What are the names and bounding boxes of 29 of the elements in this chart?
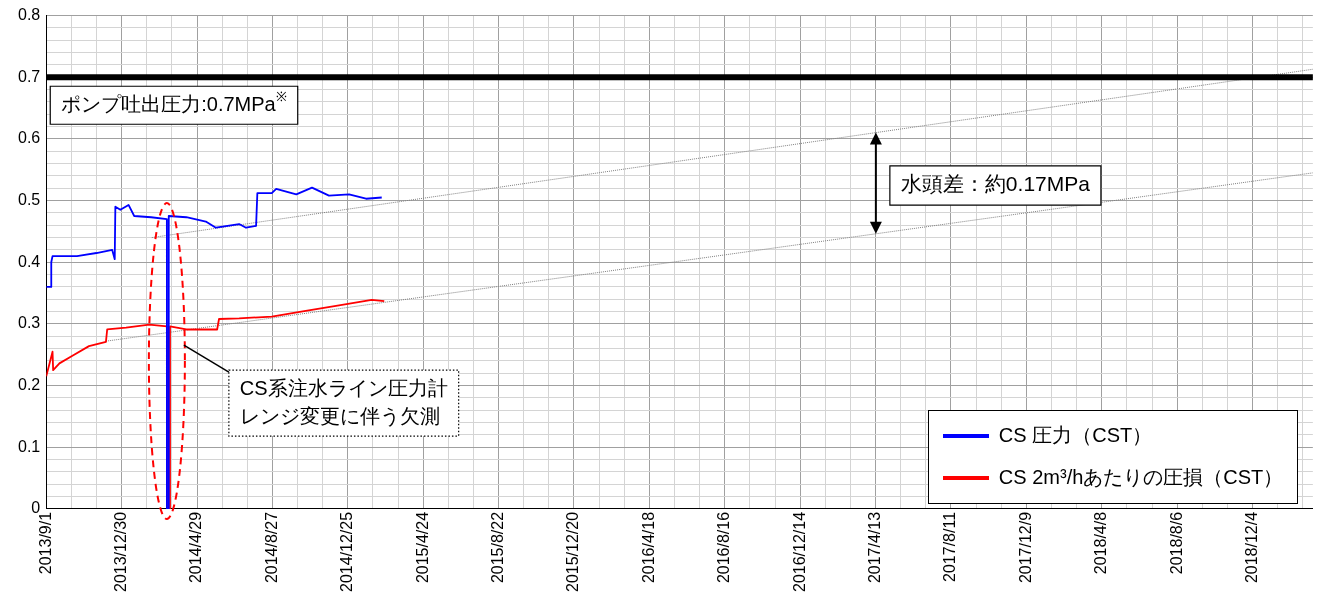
legend-label: CS 2m³/hあたりの圧損（CST）	[998, 465, 1284, 491]
y-tick-label: 0.8	[17, 6, 41, 24]
y-tick-label: 0.5	[17, 191, 41, 208]
x-tick-label: 2017/8/11	[941, 511, 959, 582]
x-tick-label: 2017/12/9	[1016, 511, 1034, 584]
x-tick-label: 2013/12/30	[112, 511, 130, 592]
x-tick-label: 2017/4/13	[865, 511, 883, 584]
x-tick-label: 2014/4/29	[187, 511, 205, 584]
x-tick-label: 2015/4/24	[413, 511, 431, 584]
x-tick-label: 2018/4/8	[1092, 511, 1110, 575]
x-tick-label: 2016/12/14	[790, 511, 808, 592]
y-tick-label: 0.3	[17, 314, 41, 332]
legend-label: CS 圧力（CST）	[998, 423, 1153, 449]
x-tick-label: 2018/8/6	[1167, 511, 1185, 575]
x-tick-label: 2014/8/27	[262, 511, 280, 584]
y-tick-label: 0.7	[17, 67, 41, 85]
x-tick-label: 2016/8/16	[715, 511, 733, 584]
x-tick-label: 2018/12/4	[1242, 511, 1260, 584]
x-tick-label: 2015/12/20	[564, 511, 582, 592]
y-tick-label: 0.2	[17, 376, 41, 393]
x-tick-label: 2016/4/18	[639, 511, 657, 584]
x-tick-label: 2014/12/25	[338, 511, 356, 592]
annotation: 水頭差：約0.17MPa	[900, 172, 1091, 196]
ref-line-label: ポンプ吐出圧力:0.7MPa※	[61, 88, 287, 115]
x-tick-label: 2015/8/22	[489, 511, 507, 584]
y-tick-label: 0.1	[17, 437, 41, 455]
y-tick-label: 0.6	[17, 129, 41, 147]
annotation: CS系注水ライン圧力計レンジ変更に伴う欠測	[239, 376, 448, 427]
y-tick-label: 0.4	[17, 252, 41, 270]
